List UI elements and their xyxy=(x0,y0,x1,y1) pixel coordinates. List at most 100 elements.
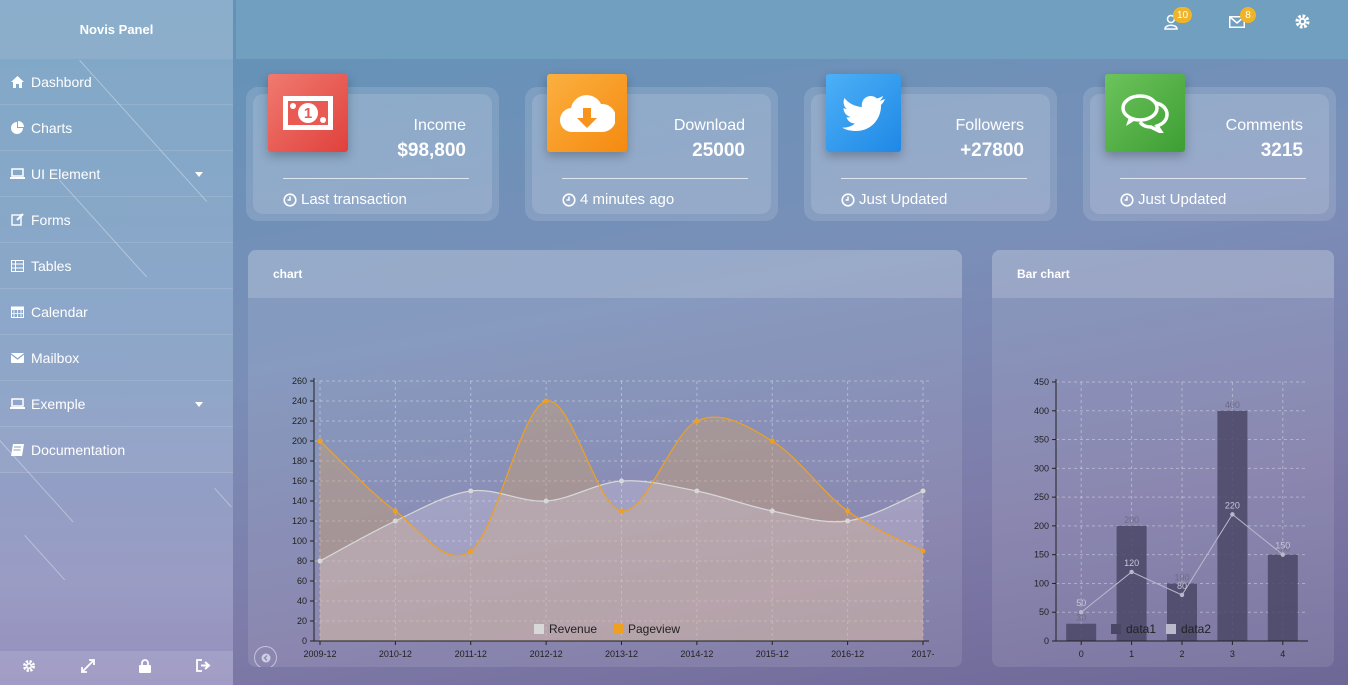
y-tick-label: 350 xyxy=(1034,435,1049,445)
sidebar: Novis Panel Dashbord Charts UI Element xyxy=(0,0,233,685)
sidebar-item-label: Forms xyxy=(31,211,71,228)
data-point xyxy=(543,398,549,404)
stat-label: Comments xyxy=(1225,117,1303,134)
y-tick-label: 240 xyxy=(292,396,307,406)
area-chart: 0 20 40 60 80 100 120 140 160 180 200 220 240 260 2009… xyxy=(292,376,935,659)
point-label: 80 xyxy=(1177,581,1187,591)
y-tick-label: 0 xyxy=(302,636,307,646)
bar xyxy=(1267,554,1298,641)
x-tick-label: 2013-12 xyxy=(605,649,638,659)
data-point xyxy=(468,548,474,554)
data-point xyxy=(468,488,474,494)
stat-value: 25000 xyxy=(692,140,745,161)
bar xyxy=(1217,410,1248,641)
data-point xyxy=(392,518,398,524)
point-label: 120 xyxy=(1124,558,1139,568)
legend-swatch xyxy=(534,624,544,634)
data-point xyxy=(1129,569,1134,575)
x-tick-label: 2012-12 xyxy=(530,649,563,659)
stat-footer-text: 4 minutes ago xyxy=(580,191,675,208)
home-icon xyxy=(4,75,31,88)
y-tick-label: 60 xyxy=(297,576,307,586)
data-point xyxy=(317,438,323,444)
user-badge: 10 xyxy=(1173,7,1193,23)
calendar-icon xyxy=(4,305,31,318)
y-tick-label: 180 xyxy=(292,456,307,466)
series-area xyxy=(320,480,923,641)
sidebar-item-label: Exemple xyxy=(31,395,86,412)
brand-title: Novis Panel xyxy=(0,0,233,59)
scroll-back-button[interactable] xyxy=(254,646,277,667)
laptop-icon xyxy=(4,168,31,179)
edit-icon xyxy=(4,213,31,226)
sidebar-item-ui-element[interactable]: UI Element xyxy=(0,151,233,197)
twitter-icon xyxy=(826,74,901,152)
stat-card-followers: Followers +27800 Just Updated xyxy=(804,87,1057,221)
legend-label: Pageview xyxy=(628,622,680,636)
data-point xyxy=(317,558,323,564)
point-label: 220 xyxy=(1225,500,1240,510)
chevron-down-icon xyxy=(195,402,203,407)
x-tick-label: 2015-12 xyxy=(756,649,789,659)
divider xyxy=(562,178,748,179)
stat-value: +27800 xyxy=(960,140,1024,161)
pie-chart-icon xyxy=(4,121,31,134)
lock-icon[interactable] xyxy=(139,658,152,678)
sidebar-item-label: Mailbox xyxy=(31,349,80,366)
bar xyxy=(1116,525,1147,641)
x-tick-label: 2009-12 xyxy=(303,649,336,659)
y-tick-label: 200 xyxy=(292,436,307,446)
sidebar-item-mailbox[interactable]: Mailbox xyxy=(0,335,233,381)
svg-text:1: 1 xyxy=(304,105,312,122)
sidebar-item-tables[interactable]: Tables xyxy=(0,243,233,289)
data-point xyxy=(920,548,926,554)
sidebar-item-exemple[interactable]: Exemple xyxy=(0,381,233,427)
sidebar-item-dashboard[interactable]: Dashbord xyxy=(0,59,233,105)
data-point xyxy=(1280,552,1285,557)
stat-footer-text: Just Updated xyxy=(1138,191,1227,208)
clock-icon xyxy=(841,192,855,207)
sidebar-item-charts[interactable]: Charts xyxy=(0,105,233,151)
mail-notifications-button[interactable]: 8 xyxy=(1227,7,1256,34)
data-point xyxy=(1179,592,1185,598)
envelope-icon xyxy=(4,352,31,363)
sidebar-item-label: Calendar xyxy=(31,303,88,320)
y-tick-label: 40 xyxy=(297,596,307,606)
settings-button[interactable] xyxy=(1292,14,1312,34)
data-point xyxy=(392,508,398,514)
legend-swatch xyxy=(1111,624,1121,634)
clock-icon xyxy=(283,192,297,207)
y-tick-label: 450 xyxy=(1034,377,1049,387)
expand-icon[interactable] xyxy=(80,658,95,678)
x-tick-label: 4 xyxy=(1280,649,1285,659)
data-point xyxy=(769,438,775,444)
book-icon xyxy=(4,443,31,456)
sign-out-icon[interactable] xyxy=(195,659,211,677)
sidebar-item-label: Charts xyxy=(31,119,73,136)
cloud-download-icon xyxy=(547,74,627,152)
data-point xyxy=(1230,512,1235,517)
sidebar-item-documentation[interactable]: Documentation xyxy=(0,427,233,473)
money-icon: 1 xyxy=(268,74,348,152)
x-tick-label: 2011-12 xyxy=(455,649,487,659)
data-point xyxy=(619,478,624,484)
gear-icon[interactable] xyxy=(22,659,36,678)
x-tick-label: 2016-12 xyxy=(831,649,864,659)
y-tick-label: 250 xyxy=(1034,492,1049,502)
data-point xyxy=(845,508,851,514)
bar-label: 100 xyxy=(1174,572,1189,582)
sidebar-item-forms[interactable]: Forms xyxy=(0,197,233,243)
x-tick-label: 2017- xyxy=(911,649,934,659)
y-tick-label: 300 xyxy=(1034,463,1049,473)
stat-footer-text: Last transaction xyxy=(301,191,407,208)
y-tick-label: 150 xyxy=(1034,550,1049,560)
stat-value: 3215 xyxy=(1260,140,1303,161)
x-tick-label: 2010-12 xyxy=(379,649,412,659)
user-notifications-button[interactable]: 10 xyxy=(1161,7,1193,34)
stat-value: $98,800 xyxy=(397,140,466,161)
divider xyxy=(1120,178,1306,179)
mail-badge: 8 xyxy=(1240,7,1256,23)
bar-label: 150 xyxy=(1275,544,1290,554)
comments-icon xyxy=(1105,74,1185,152)
sidebar-item-calendar[interactable]: Calendar xyxy=(0,289,233,335)
